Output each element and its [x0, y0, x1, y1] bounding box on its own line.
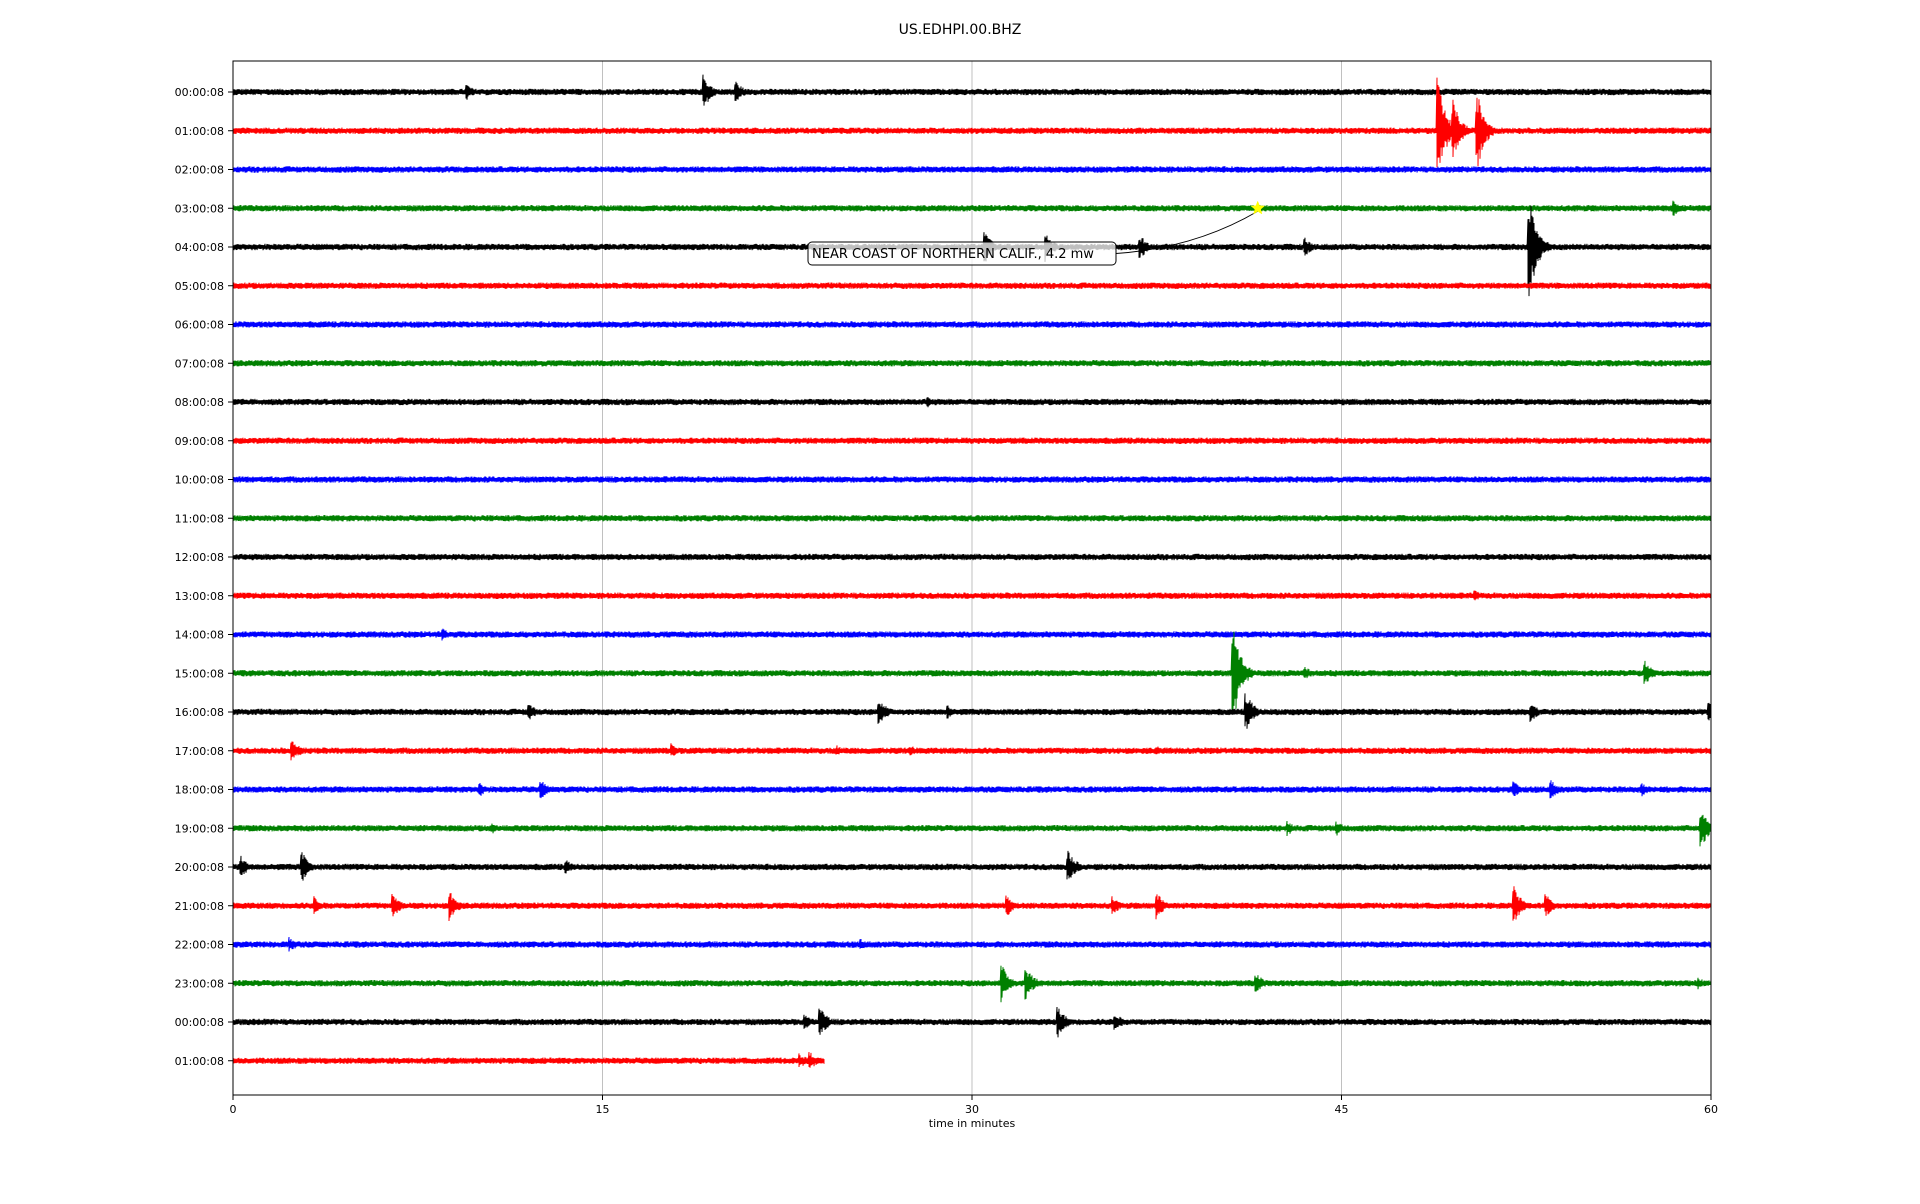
y-tick-label-4: 04:00:08 — [175, 241, 224, 254]
grid-layer — [602, 61, 1342, 1095]
trace-row-3 — [232, 200, 1712, 216]
y-tick-label-12: 12:00:08 — [175, 551, 224, 564]
trace-row-8 — [232, 397, 1712, 408]
trace-row-15 — [232, 631, 1712, 714]
x-tick-layer: 0 15 30 45 60 — [230, 1095, 1718, 1116]
y-tick-label-8: 08:00:08 — [175, 396, 224, 409]
trace-row-23 — [232, 965, 1712, 1003]
x-tick-label-2: 30 — [965, 1103, 979, 1116]
y-tick-label-7: 07:00:08 — [175, 357, 224, 370]
y-tick-label-24: 00:00:08 — [175, 1016, 224, 1029]
y-tick-label-5: 05:00:08 — [175, 280, 224, 293]
y-tick-label-18: 18:00:08 — [175, 784, 224, 797]
trace-row-16 — [232, 693, 1712, 729]
trace-row-22 — [232, 936, 1712, 952]
y-tick-label-1: 01:00:08 — [175, 125, 224, 138]
chart-title: US.EDHPI.00.BHZ — [899, 22, 1022, 38]
trace-row-0 — [232, 74, 1712, 106]
plot-frame — [232, 60, 1712, 1096]
x-axis-label: time in minutes — [929, 1117, 1016, 1130]
y-tick-label-20: 20:00:08 — [175, 861, 224, 874]
y-tick-label-23: 23:00:08 — [175, 977, 224, 990]
x-tick-label-1: 15 — [596, 1103, 610, 1116]
annotation-arrow — [1115, 210, 1259, 254]
y-tick-label-9: 09:00:08 — [175, 435, 224, 448]
trace-row-1 — [232, 77, 1712, 168]
trace-row-10 — [232, 476, 1712, 483]
y-tick-label-15: 15:00:08 — [175, 667, 224, 680]
trace-row-19 — [232, 814, 1712, 847]
y-tick-label-22: 22:00:08 — [175, 939, 224, 952]
annotation-layer: NEAR COAST OF NORTHERN CALIF., 4.2 mw — [807, 200, 1266, 266]
trace-row-20 — [232, 850, 1712, 881]
trace-row-18 — [232, 780, 1712, 799]
y-tick-label-6: 06:00:08 — [175, 319, 224, 332]
y-tick-label-17: 17:00:08 — [175, 745, 224, 758]
trace-row-14 — [232, 628, 1712, 641]
y-tick-label-19: 19:00:08 — [175, 822, 224, 835]
trace-row-17 — [232, 741, 1712, 761]
trace-row-24 — [232, 1006, 1712, 1038]
trace-row-6 — [232, 321, 1712, 328]
x-tick-label-4: 60 — [1704, 1103, 1718, 1116]
y-tick-label-10: 10:00:08 — [175, 474, 224, 487]
trace-row-2 — [232, 166, 1712, 173]
trace-row-11 — [232, 514, 1712, 522]
trace-row-25 — [232, 1052, 825, 1068]
trace-row-7 — [232, 359, 1712, 367]
trace-row-13 — [232, 590, 1712, 601]
x-tick-label-0: 0 — [230, 1103, 237, 1116]
y-tick-label-13: 13:00:08 — [175, 590, 224, 603]
y-tick-label-2: 02:00:08 — [175, 164, 224, 177]
y-tick-layer: 00:00:08 01:00:08 02:00:08 03:00:08 04:00:08… — [175, 86, 233, 1068]
x-tick-label-3: 45 — [1335, 1103, 1349, 1116]
y-tick-label-16: 16:00:08 — [175, 706, 224, 719]
trace-row-5 — [232, 282, 1712, 290]
y-tick-label-3: 03:00:08 — [175, 202, 224, 215]
y-tick-label-14: 14:00:08 — [175, 629, 224, 642]
annotation-box — [807, 241, 1117, 266]
y-tick-label-25: 01:00:08 — [175, 1055, 224, 1068]
trace-layer — [232, 74, 1712, 1068]
event-star-icon — [1250, 200, 1266, 215]
y-tick-label-11: 11:00:08 — [175, 512, 224, 525]
trace-row-12 — [232, 553, 1712, 561]
annotation-label: NEAR COAST OF NORTHERN CALIF., 4.2 mw — [812, 247, 1094, 262]
trace-row-21 — [232, 886, 1712, 922]
trace-row-9 — [232, 437, 1712, 445]
y-tick-label-21: 21:00:08 — [175, 900, 224, 913]
y-tick-label-0: 00:00:08 — [175, 86, 224, 99]
